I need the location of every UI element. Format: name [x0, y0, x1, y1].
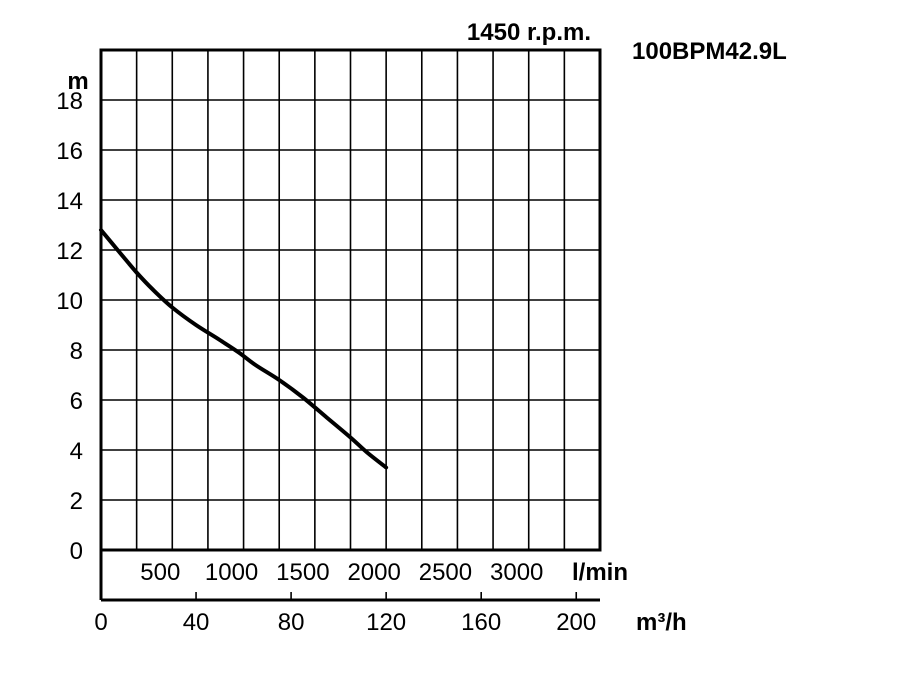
axis-labels: 0 2 4 6 8 10 12 14 16 18 0 40 80 120 160 200 500 1000 1500… — [56, 88, 596, 636]
lmin-tick-label: 2500 — [419, 559, 472, 586]
y-tick-label: 14 — [56, 188, 83, 215]
y-axis-unit: m — [67, 68, 88, 95]
x-tick-label: 80 — [278, 609, 305, 636]
model-label: 100BPM42.9L — [632, 38, 787, 65]
lmin-tick-label: 2000 — [347, 559, 400, 586]
lmin-tick-label: 3000 — [490, 559, 543, 586]
x-tick-label: 160 — [461, 609, 501, 636]
x-axis-unit: m³/h — [636, 609, 687, 636]
head-flow-curve — [99, 228, 389, 470]
y-tick-label: 4 — [70, 438, 83, 465]
chart-title: 1450 r.p.m. — [467, 19, 591, 46]
y-tick-label: 12 — [56, 238, 83, 265]
x-tick-label: 40 — [183, 609, 210, 636]
lmin-tick-label: 1000 — [205, 559, 258, 586]
grid-lines — [99, 48, 602, 602]
y-tick-label: 8 — [70, 338, 83, 365]
lmin-tick-label: 500 — [140, 559, 180, 586]
y-tick-label: 0 — [70, 538, 83, 565]
lmin-tick-label: 1500 — [276, 559, 329, 586]
y-tick-label: 18 — [56, 88, 83, 115]
y-tick-label: 10 — [56, 288, 83, 315]
x-tick-label: 0 — [94, 609, 107, 636]
x-tick-label: 200 — [556, 609, 596, 636]
lmin-axis-unit: l/min — [572, 559, 628, 586]
x-tick-label: 120 — [366, 609, 406, 636]
y-tick-label: 2 — [70, 488, 83, 515]
y-tick-label: 6 — [70, 388, 83, 415]
plot-frame — [99, 48, 602, 552]
y-tick-label: 16 — [56, 138, 83, 165]
